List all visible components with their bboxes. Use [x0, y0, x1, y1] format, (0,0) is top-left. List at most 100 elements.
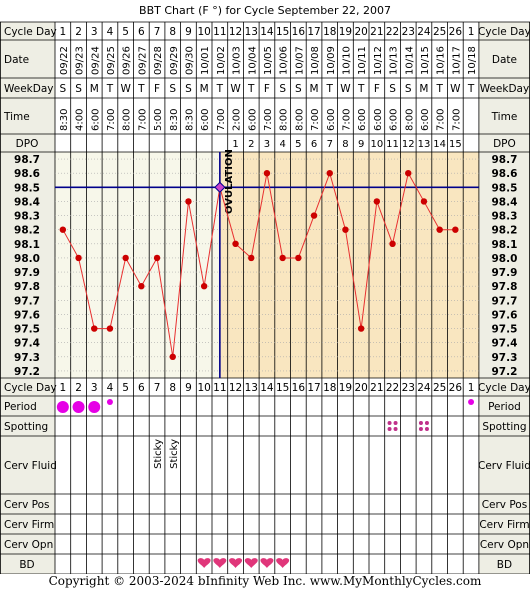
cycle-day-number: 24: [417, 382, 431, 394]
date-cell: 10/12: [373, 46, 384, 75]
weekday-cell: S: [75, 83, 82, 95]
date-cell: 10/09: [326, 46, 337, 75]
pre-ovulation-area: [55, 152, 220, 378]
row-label-bd-right: BD: [497, 559, 512, 571]
cycle-day-number: 18: [323, 382, 336, 394]
time-cell: 8:00: [279, 109, 290, 131]
cycle-day-number: 3: [91, 382, 98, 394]
weekday-cell: F: [264, 83, 270, 95]
y-tick-label-left: 98.5: [14, 182, 40, 194]
y-tick-label-left: 98.2: [14, 225, 40, 237]
date-cell: 10/06: [279, 46, 290, 75]
date-cell: 09/22: [59, 46, 70, 75]
y-tick-label-left: 98.0: [14, 253, 40, 265]
spotting-dot: [393, 421, 398, 425]
dpo-cell: 9: [358, 139, 364, 150]
date-cell: 10/18: [467, 46, 478, 75]
cycle-day-number: 12: [229, 382, 242, 394]
weekday-cell: T: [357, 83, 365, 95]
y-tick-label-right: 97.8: [491, 281, 517, 293]
cycle-day-number: 22: [386, 382, 399, 394]
bd-heart-icon: [260, 558, 274, 568]
weekday-cell: S: [389, 83, 396, 95]
date-cell: 09/26: [122, 46, 133, 75]
row-label-bd: BD: [19, 559, 34, 571]
y-tick-label-left: 98.4: [14, 196, 40, 208]
cycle-day-number: 2: [75, 382, 82, 394]
cycle-day-number: 25: [433, 26, 446, 38]
time-cell: 8:30: [169, 109, 180, 131]
y-tick-label-right: 98.1: [491, 239, 517, 251]
row-label-cerv-pos: Cerv Pos: [4, 499, 50, 511]
date-cell: 09/30: [184, 46, 195, 75]
temperature-point: [310, 212, 318, 219]
temperature-point: [169, 353, 176, 361]
date-cell: 10/07: [294, 46, 305, 75]
y-tick-label-right: 98.4: [491, 196, 517, 208]
weekday-cell: M: [310, 83, 319, 95]
cycle-day-number: 7: [154, 26, 161, 38]
bd-heart-icon: [244, 558, 258, 568]
weekday-cell: S: [279, 83, 286, 95]
weekday-cell: M: [200, 83, 209, 95]
weekday-cell: T: [216, 83, 224, 95]
time-cell: 6:00: [326, 109, 337, 131]
dpo-cell: 4: [279, 139, 285, 150]
date-cell: 10/14: [404, 46, 415, 75]
temperature-point: [200, 282, 208, 290]
row-label-cerv-fluid: Cerv Fluid: [4, 460, 57, 472]
y-tick-label-right: 98.6: [491, 168, 517, 180]
bd-heart-icon: [213, 558, 227, 568]
cycle-day-number: 23: [402, 382, 415, 394]
weekday-cell: W: [340, 83, 351, 95]
dpo-cell: 3: [264, 139, 270, 150]
y-tick-label-left: 97.5: [14, 324, 40, 336]
date-cell: 10/03: [232, 46, 243, 75]
weekday-cell: S: [185, 83, 192, 95]
y-tick-label-left: 97.6: [14, 309, 40, 321]
cycle-day-number: 17: [307, 382, 320, 394]
cycle-day-number: 18: [323, 26, 336, 38]
y-tick-label-right: 98.5: [491, 182, 517, 194]
row-label-cerv-fluid-right: Cerv Fluid: [478, 460, 530, 472]
y-tick-label-right: 97.7: [491, 295, 517, 307]
time-cell: 7:00: [137, 109, 148, 131]
cycle-day-number: 11: [213, 26, 226, 38]
y-tick-label-right: 98.2: [491, 225, 517, 237]
dpo-cell: 6: [311, 139, 317, 150]
time-cell: 8:00: [122, 109, 133, 131]
cycle-day-number: 4: [107, 382, 114, 394]
row-label-cycle-day-right: Cycle Day: [478, 382, 530, 394]
cycle-day-number: 1: [60, 26, 67, 38]
y-tick-label-right: 97.3: [491, 352, 517, 364]
cycle-day-number: 1: [468, 26, 475, 38]
date-cell: 09/27: [137, 46, 148, 75]
row-label-cerv-firm: Cerv Firm: [4, 519, 54, 531]
dpo-cell: 10: [370, 139, 383, 150]
y-tick-label-left: 97.3: [14, 352, 40, 364]
weekday-cell: T: [247, 83, 255, 95]
temperature-point: [138, 282, 145, 290]
time-cell: 6:00: [247, 109, 258, 131]
cycle-day-number: 5: [122, 26, 129, 38]
temperature-point: [214, 181, 226, 193]
cycle-day-number: 11: [213, 382, 226, 394]
temperature-point: [153, 254, 161, 262]
date-cell: 10/05: [263, 46, 274, 75]
time-cell: 6:00: [200, 109, 211, 131]
weekday-cell: F: [374, 83, 380, 95]
dpo-cell: 5: [295, 139, 301, 150]
cycle-day-number: 10: [197, 382, 210, 394]
cycle-day-number: 8: [169, 382, 176, 394]
temperature-point: [326, 169, 333, 177]
y-tick-label-left: 97.7: [14, 295, 40, 307]
y-tick-label-left: 98.1: [14, 239, 40, 251]
y-tick-label-right: 98.0: [491, 253, 517, 265]
cycle-day-number: 9: [185, 26, 192, 38]
cerv-fluid-cell: Sticky: [153, 439, 164, 469]
temperature-point: [106, 325, 114, 332]
ovulation-label: OVULATION: [224, 149, 235, 214]
y-tick-label-right: 97.5: [491, 324, 517, 336]
time-cell: 6:00: [373, 109, 384, 131]
temperature-line: [62, 171, 456, 357]
